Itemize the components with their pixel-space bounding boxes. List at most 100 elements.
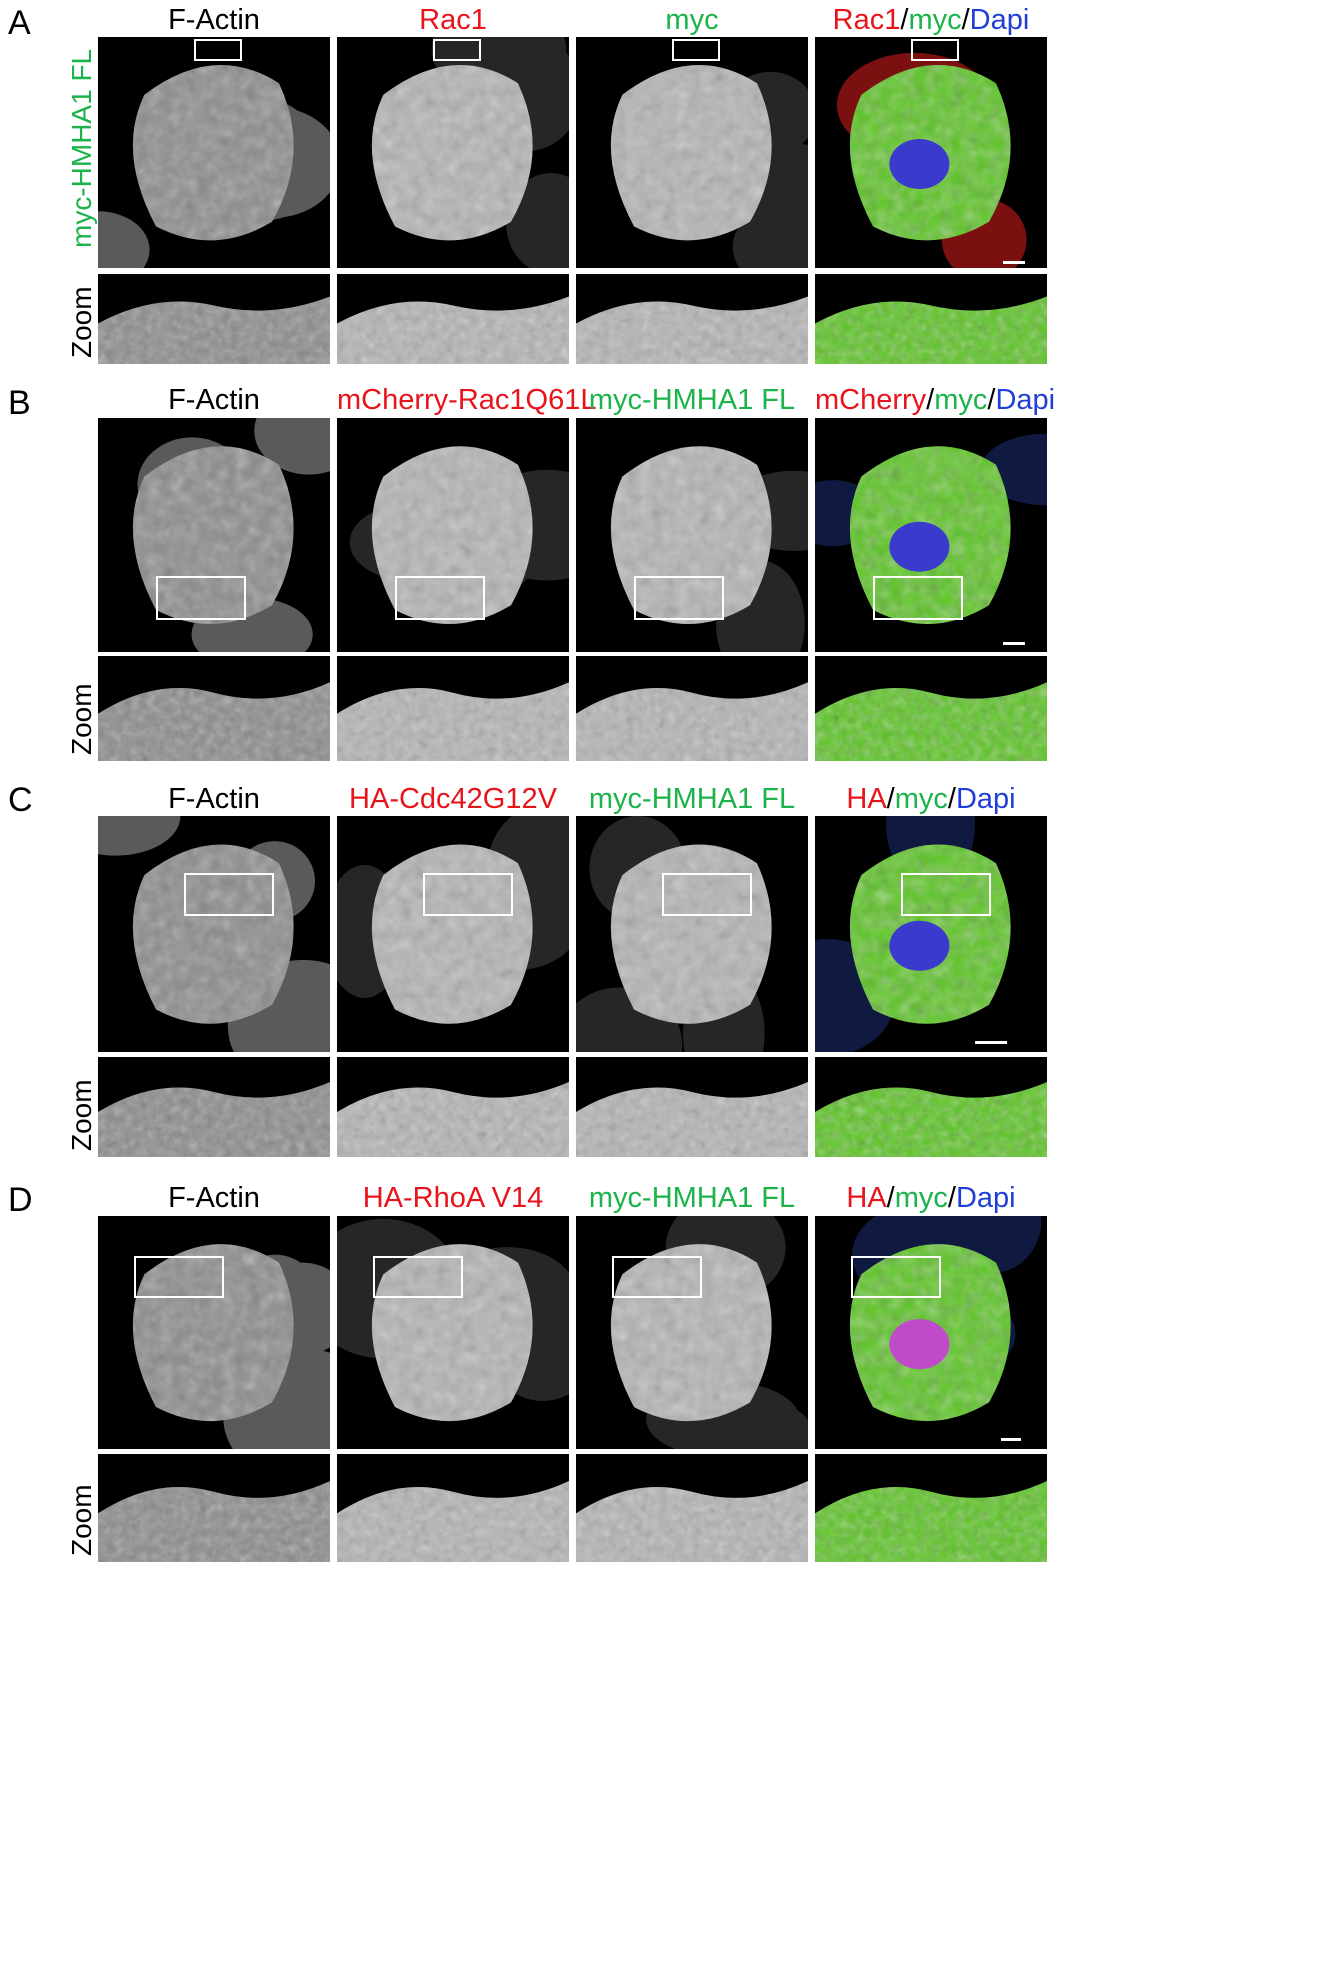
roi-box [184, 873, 274, 916]
micrograph-d-2 [576, 1216, 808, 1449]
zoom-a-1 [337, 274, 569, 364]
column-title-0: F-Actin [98, 386, 330, 415]
title-segment: myc [934, 384, 988, 416]
roi-box [433, 39, 481, 61]
title-segment: F-Actin [168, 384, 260, 416]
micrograph-a-0 [98, 37, 330, 268]
zoom-a-0 [98, 274, 330, 364]
zoom-c-0 [98, 1057, 330, 1157]
zoom-d-1 [337, 1454, 569, 1562]
title-segment: Dapi [995, 384, 1056, 416]
cell-texture [98, 1481, 330, 1562]
cell-texture [98, 682, 330, 761]
roi-box [851, 1256, 941, 1298]
micrograph-c-1 [337, 816, 569, 1052]
micrograph-d-0 [98, 1216, 330, 1449]
micrograph-b-1 [337, 418, 569, 652]
column-title-0: F-Actin [98, 1184, 330, 1213]
zoom-a-3 [815, 274, 1047, 364]
title-segment: myc-HMHA1 FL [588, 384, 796, 416]
cell-texture [371, 64, 533, 241]
cell-texture [815, 682, 1047, 761]
cell-texture [576, 296, 808, 364]
column-title-1: HA-RhoA V14 [337, 1184, 569, 1213]
cell-texture [576, 1481, 808, 1562]
roi-box [373, 1256, 463, 1298]
column-title-3: mCherry/myc/Dapi [815, 384, 1055, 416]
micrograph-d-3 [815, 1216, 1047, 1449]
column-title-2: myc-HMHA1 FL [576, 386, 808, 415]
cell-texture [132, 844, 294, 1024]
roi-box [194, 39, 242, 61]
title-segment: / [926, 384, 935, 416]
zoom-c-2 [576, 1057, 808, 1157]
column-title-3: HA/myc/Dapi [815, 1184, 1047, 1213]
zoom-d-3 [815, 1454, 1047, 1562]
title-segment: myc-HMHA1 FL [588, 1182, 796, 1214]
roi-box [911, 39, 959, 61]
title-segment: F-Actin [168, 783, 260, 815]
title-segment: HA [846, 1182, 887, 1214]
cell-texture [610, 1244, 772, 1422]
zoom-label: Zoom [66, 286, 97, 358]
micrograph-c-2 [576, 816, 808, 1052]
zoom-c-1 [337, 1057, 569, 1157]
title-segment: / [961, 4, 970, 36]
column-title-2: myc-HMHA1 FL [576, 1184, 808, 1213]
cell-texture [132, 446, 294, 625]
roi-box [134, 1256, 224, 1298]
title-segment: Rac1 [419, 4, 487, 36]
cell-texture [371, 1244, 533, 1422]
nucleus [889, 920, 950, 971]
cell-texture [576, 1082, 808, 1157]
title-segment: Dapi [969, 4, 1030, 36]
column-title-0: F-Actin [98, 6, 330, 35]
micrograph-c-3 [815, 816, 1047, 1052]
cell-texture [576, 682, 808, 761]
cell-texture [337, 1082, 569, 1157]
column-title-2: myc-HMHA1 FL [576, 785, 808, 814]
title-segment: / [900, 4, 909, 36]
cell-texture [98, 1082, 330, 1157]
cell-texture [371, 844, 533, 1024]
column-title-1: mCherry-Rac1Q61L [337, 386, 596, 415]
title-segment: myc [894, 1182, 948, 1214]
micrograph-b-2 [576, 418, 808, 652]
title-segment: myc [908, 4, 962, 36]
title-segment: myc [665, 4, 719, 36]
micrograph-b-0 [98, 418, 330, 652]
roi-box [634, 576, 724, 620]
roi-box [395, 576, 485, 620]
column-title-2: myc [576, 6, 808, 35]
column-title-3: Rac1/myc/Dapi [815, 6, 1047, 35]
zoom-c-3 [815, 1057, 1047, 1157]
micrograph-b-3 [815, 418, 1047, 652]
micrograph-a-3 [815, 37, 1047, 268]
title-segment: / [886, 783, 895, 815]
zoom-d-2 [576, 1454, 808, 1562]
panel-letter-a: A [8, 4, 31, 42]
title-segment: mCherry [815, 384, 927, 416]
zoom-d-0 [98, 1454, 330, 1562]
column-title-3: HA/myc/Dapi [815, 785, 1047, 814]
row-label: myc-HMHA1 FL [66, 48, 97, 248]
cell-texture [132, 1244, 294, 1422]
zoom-b-3 [815, 656, 1047, 761]
title-segment: mCherry-Rac1Q61L [337, 384, 597, 416]
nucleus [889, 139, 950, 190]
scale-bar [1003, 642, 1025, 645]
cell-texture [337, 296, 569, 364]
zoom-b-2 [576, 656, 808, 761]
panel-letter-b: B [8, 384, 31, 422]
cell-texture [610, 446, 772, 625]
cell-texture [132, 64, 294, 241]
zoom-label: Zoom [66, 1079, 97, 1151]
cell-texture [337, 1481, 569, 1562]
nucleus [889, 1319, 950, 1370]
roi-box [672, 39, 720, 61]
roi-box [662, 873, 752, 916]
title-segment: HA-Cdc42G12V [349, 783, 557, 815]
column-title-1: HA-Cdc42G12V [337, 785, 569, 814]
column-title-1: Rac1 [337, 6, 569, 35]
zoom-label: Zoom [66, 1484, 97, 1556]
